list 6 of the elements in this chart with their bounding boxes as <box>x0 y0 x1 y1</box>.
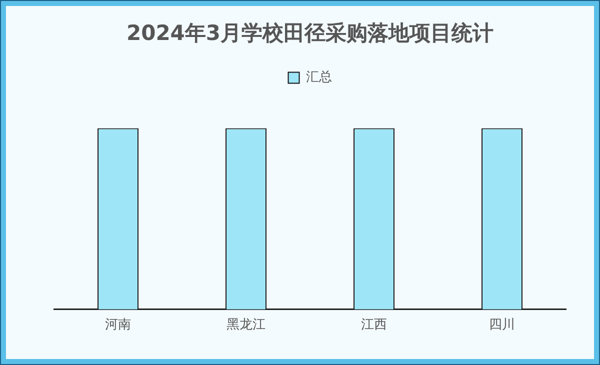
x-tick-label: 四川 <box>489 318 515 333</box>
legend-label: 汇总 <box>306 70 332 86</box>
x-tick-label: 江西 <box>361 318 387 333</box>
chart-title: 2024年3月学校田径采购落地项目统计 <box>126 21 494 46</box>
x-tick-label: 黑龙江 <box>226 318 266 333</box>
x-tick-label: 河南 <box>105 318 131 333</box>
